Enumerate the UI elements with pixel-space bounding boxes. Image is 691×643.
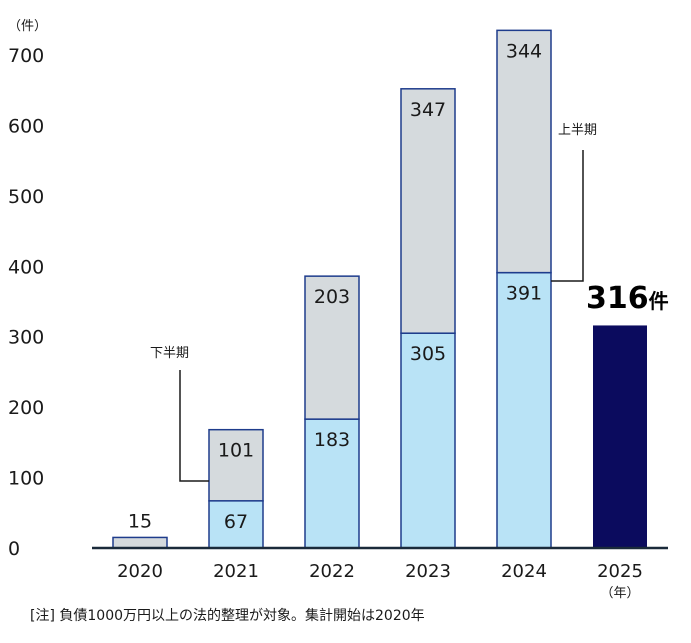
y-tick-label: 300 <box>8 327 44 349</box>
bar-second-half <box>208 428 264 502</box>
bar-second-half <box>400 88 456 334</box>
bar-first-half <box>208 500 264 549</box>
x-tick-label: 2025 <box>597 561 643 582</box>
y-tick-label: 600 <box>8 115 44 137</box>
annotation-second-half: 下半期 <box>150 346 189 361</box>
annotation-first-half: 上半期 <box>558 123 597 138</box>
x-unit-label: （年） <box>600 586 639 601</box>
x-tick-label: 2021 <box>213 561 259 582</box>
data-label-first-half: 67 <box>224 511 248 533</box>
annotation-leader-second-half <box>179 370 209 482</box>
annotation-leader-first-half <box>551 150 584 282</box>
y-tick-label: 0 <box>8 538 20 560</box>
bar-second-half <box>112 536 168 549</box>
bar-highlight <box>593 325 647 548</box>
data-label-second-half: 344 <box>506 40 542 62</box>
y-tick-label: 200 <box>8 397 44 419</box>
bar-second-half <box>496 29 552 274</box>
x-tick-label: 2020 <box>117 561 163 582</box>
y-unit-label: （件） <box>8 19 47 34</box>
y-tick-label: 100 <box>8 468 44 490</box>
x-tick-label: 2024 <box>501 561 547 582</box>
data-label-second-half: 203 <box>314 286 350 308</box>
data-label-second-half: 347 <box>410 99 446 121</box>
data-label-second-half: 101 <box>218 440 254 462</box>
bar-first-half <box>496 271 552 549</box>
footnote: [注] 負債1000万円以上の法的整理が対象。集計開始は2020年 <box>30 607 425 624</box>
y-tick-label: 700 <box>8 45 44 67</box>
data-label-first-half: 305 <box>410 343 446 365</box>
bar-first-half <box>400 332 456 549</box>
data-label-second-half: 15 <box>128 510 152 532</box>
data-label-first-half: 183 <box>314 429 350 451</box>
y-tick-label: 500 <box>8 186 44 208</box>
highlight-value: 316件 <box>586 281 669 316</box>
data-label-first-half: 391 <box>506 283 542 305</box>
bar-second-half <box>304 275 360 420</box>
x-tick-label: 2022 <box>309 561 355 582</box>
x-tick-label: 2023 <box>405 561 451 582</box>
y-tick-label: 400 <box>8 256 44 278</box>
